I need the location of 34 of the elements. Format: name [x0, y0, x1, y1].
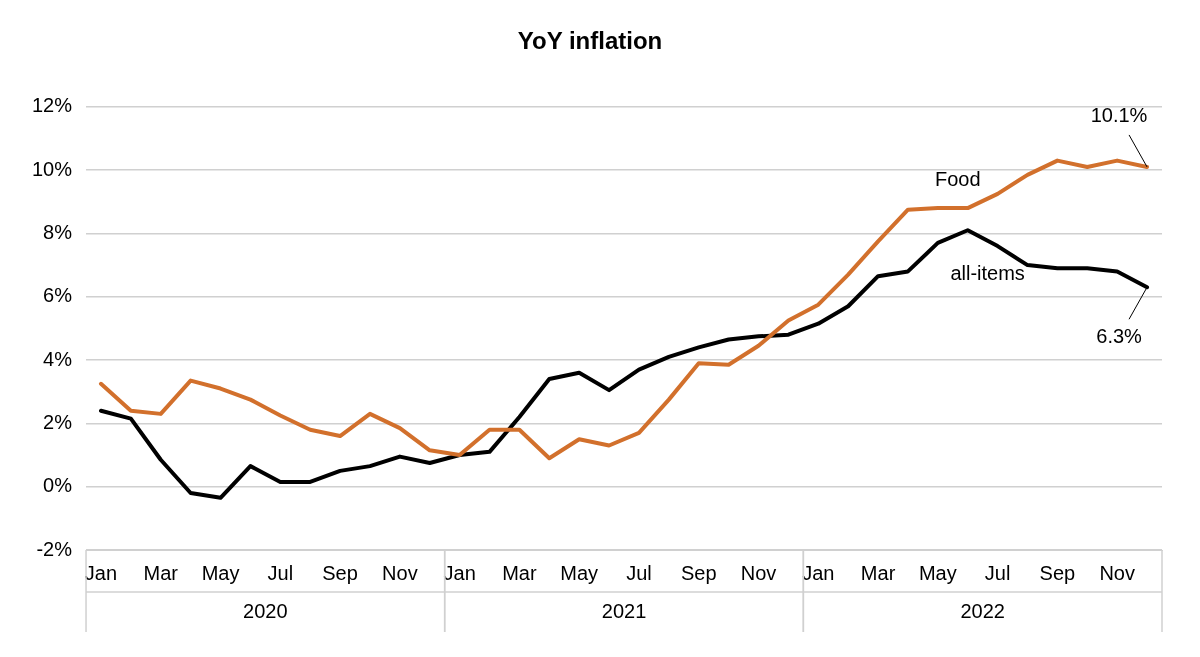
x-tick-label: May [918, 561, 957, 584]
text: 2020 [243, 599, 288, 622]
text: 2021 [601, 599, 647, 622]
x-tick-label: Jul [984, 561, 1011, 584]
x-tick-label: Mar [502, 561, 537, 584]
series-label: all-items [950, 261, 1025, 284]
x-tick-label: Jul [267, 561, 294, 584]
x-tick-label: May [201, 561, 240, 584]
x-tick-label: Mar [860, 561, 896, 584]
y-tick-label: 0% [43, 474, 73, 497]
y-tick-label: -2% [36, 537, 73, 560]
series-label: Food [934, 167, 981, 190]
data-label: 6.3% [1096, 324, 1143, 347]
chart-title: YoY inflation [517, 27, 663, 55]
y-tick-label: 2% [43, 410, 73, 433]
x-tick-label: Sep [322, 561, 358, 584]
x-tick-label: Jan [84, 561, 118, 584]
x-tick-label: Sep [680, 561, 717, 584]
data-label: 10.1% [1090, 104, 1148, 127]
text: 2022 [960, 599, 1005, 622]
x-tick-label: Sep [1039, 561, 1076, 584]
y-tick-label: 10% [32, 157, 73, 180]
x-tick-label: Nov [382, 561, 418, 584]
x-tick-label: Jan [802, 561, 835, 584]
y-tick-label: 6% [43, 284, 73, 307]
y-tick-label: 8% [43, 220, 73, 243]
x-tick-label: Mar [143, 561, 179, 584]
y-tick-label: 4% [43, 347, 73, 370]
x-tick-label: Nov [1099, 561, 1135, 584]
x-tick-label: Jul [626, 561, 652, 584]
x-tick-label: May [560, 561, 599, 584]
y-tick-label: 12% [32, 94, 73, 117]
x-tick-label: Nov [740, 561, 777, 584]
x-tick-label: Jan [443, 561, 476, 584]
